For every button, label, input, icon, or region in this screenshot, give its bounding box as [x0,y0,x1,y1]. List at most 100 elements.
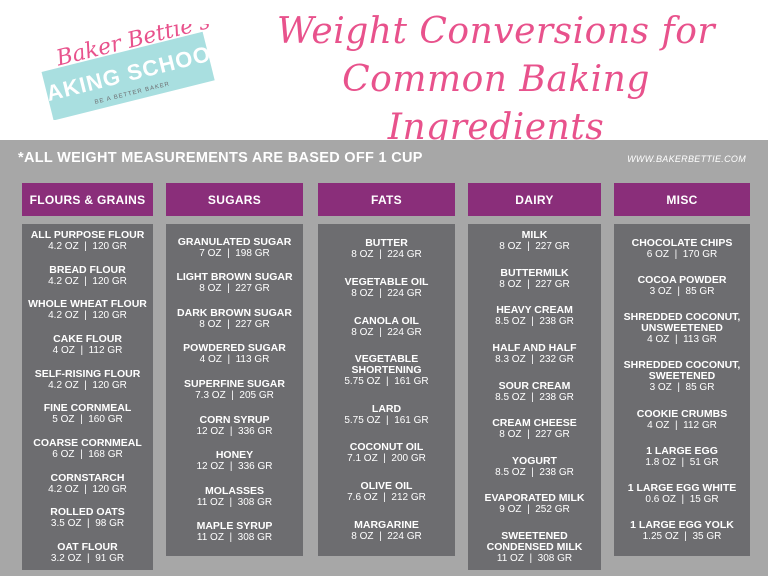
ingredient-item: MILK 8 OZ | 227 GR [472,229,597,253]
ingredient-name: BREAD FLOUR [49,263,126,276]
ingredient-measure: 12 OZ | 336 GR [196,461,273,473]
ingredient-name: DARK BROWN SUGAR [177,306,292,319]
column-header-misc: MISC [614,183,750,216]
ingredient-name: COCOA POWDER [637,273,727,286]
ingredient-measure: 4.2 OZ | 120 GR [48,241,127,252]
ingredient-item: SELF-RISING FLOUR 4.2 OZ | 120 GR [26,367,149,391]
ingredient-item: LARD 5.75 OZ | 161 GR [322,402,451,426]
ingredient-item: FINE CORNMEAL 5 OZ | 160 GR [26,402,149,426]
ingredient-item: OAT FLOUR 3.2 OZ | 91 GR [26,541,149,564]
ingredient-item: CREAM CHEESE 8 OZ | 227 GR [472,418,597,441]
ingredient-name: COCONUT OIL [349,441,424,454]
header: Baker Bettie's BAKING SCHOOL BE A BETTER… [0,0,768,148]
ingredient-name: SHREDDED COCONUT, UNSWEETENED [623,311,741,335]
ingredient-measure: 8 OZ | 227 GR [499,241,570,252]
ingredient-item: GRANULATED SUGAR 7 OZ | 198 GR [170,235,299,259]
ingredient-measure: 8 OZ | 224 GR [351,287,422,299]
column-header-fats: FATS [318,183,455,216]
ingredient-measure: 5 OZ | 160 GR [52,414,123,426]
ingredient-name: VEGETABLE OIL [344,275,429,288]
ingredient-measure: 4.2 OZ | 120 GR [48,275,127,287]
ingredient-item: DARK BROWN SUGAR 8 OZ | 227 GR [170,306,299,330]
conversion-panel: *ALL WEIGHT MEASUREMENTS ARE BASED OFF 1… [0,140,768,576]
ingredient-item: MARGARINE 8 OZ | 224 GR [322,519,451,542]
ingredient-name: COARSE CORNMEAL [33,436,142,449]
ingredient-measure: 3.2 OZ | 91 GR [50,552,125,564]
ingredient-name: OLIVE OIL [360,480,413,493]
ingredient-measure: 5.75 OZ | 161 GR [344,414,429,426]
ingredient-item: CORNSTARCH 4.2 OZ | 120 GR [26,472,149,495]
ingredient-name: MILK [521,229,548,241]
column-misc: CHOCOLATE CHIPS 6 OZ | 170 GR COCOA POWDE… [614,224,750,556]
ingredient-name: ROLLED OATS [50,506,125,519]
measurement-note: *ALL WEIGHT MEASUREMENTS ARE BASED OFF 1… [18,150,423,166]
ingredient-measure: 8 OZ | 227 GR [499,429,570,441]
ingredient-item: CAKE FLOUR 4 OZ | 112 GR [26,333,149,356]
column-header-dairy: DAIRY [468,183,601,216]
ingredient-item: COOKIE CRUMBS 4 OZ | 112 GR [618,408,746,431]
ingredient-measure: 3 OZ | 85 GR [649,285,715,297]
ingredient-item: 1 LARGE EGG 1.8 OZ | 51 GR [618,444,746,468]
ingredient-measure: 7.6 OZ | 212 GR [347,492,426,504]
ingredient-name: 1 LARGE EGG YOLK [630,519,734,532]
ingredient-item: VEGETABLE OIL 8 OZ | 224 GR [322,275,451,299]
page-title-line1: Weight Conversions for [276,11,716,52]
ingredient-measure: 0.6 OZ | 15 GR [645,494,719,506]
ingredient-item: 1 LARGE EGG WHITE 0.6 OZ | 15 GR [618,482,746,506]
ingredient-name: LARD [371,402,402,415]
ingredient-name: BUTTER [365,237,408,250]
ingredient-measure: 4.2 OZ | 120 GR [48,379,127,391]
column-flours-grains: ALL PURPOSE FLOUR 4.2 OZ | 120 GR BREAD F… [22,224,153,570]
website-url: WWW.BAKERBETTIE.COM [627,154,746,164]
ingredient-item: CANOLA OIL 8 OZ | 224 GR [322,314,451,338]
ingredient-measure: 7 OZ | 198 GR [199,247,270,259]
ingredient-name: CANOLA OIL [354,314,419,327]
ingredient-name: SWEETENED CONDENSED MILK [486,530,583,553]
ingredient-item: COCONUT OIL 7.1 OZ | 200 GR [322,441,451,465]
ingredient-item: OLIVE OIL 7.6 OZ | 212 GR [322,480,451,504]
ingredient-item: SWEETENED CONDENSED MILK 11 OZ | 308 GR [472,530,597,565]
ingredient-measure: 11 OZ | 308 GR [196,496,273,508]
ingredient-measure: 4 OZ | 112 GR [647,419,717,431]
ingredient-name: GRANULATED SUGAR [177,235,292,248]
ingredient-name: 1 LARGE EGG WHITE [627,482,737,495]
ingredient-measure: 11 OZ | 308 GR [196,532,273,544]
ingredient-item: CHOCOLATE CHIPS 6 OZ | 170 GR [618,236,746,260]
ingredient-item: SOUR CREAM 8.5 OZ | 238 GR [472,379,597,403]
ingredient-name: MOLASSES [205,484,264,497]
ingredient-name: HONEY [215,449,254,462]
ingredient-name: POWDERED SUGAR [183,342,286,355]
ingredient-item: ROLLED OATS 3.5 OZ | 98 GR [26,506,149,530]
ingredient-item: WHOLE WHEAT FLOUR 4.2 OZ | 120 GR [26,298,149,322]
ingredient-measure: 5.75 OZ | 161 GR [344,376,429,388]
ingredient-item: HALF AND HALF 8.3 OZ | 232 GR [472,341,597,365]
ingredient-measure: 3.5 OZ | 98 GR [50,518,125,530]
ingredient-name: FINE CORNMEAL [43,402,132,415]
baker-bettie-baking-school-logo: Baker Bettie's BAKING SCHOOL BE A BETTER… [27,24,222,120]
ingredient-measure: 8 OZ | 224 GR [351,530,422,542]
ingredient-measure: 7.1 OZ | 200 GR [347,453,426,465]
ingredient-name: WHOLE WHEAT FLOUR [28,298,147,311]
ingredient-item: LIGHT BROWN SUGAR 8 OZ | 227 GR [170,272,299,295]
ingredient-item: MOLASSES 11 OZ | 308 GR [170,484,299,508]
ingredient-name: SOUR CREAM [498,379,571,392]
ingredient-item: VEGETABLE SHORTENING 5.75 OZ | 161 GR [322,354,451,388]
ingredient-measure: 3 OZ | 85 GR [649,382,715,394]
page-title-line2: Common Baking Ingredients [342,59,650,148]
ingredient-name: SELF-RISING FLOUR [34,367,141,380]
ingredient-item: POWDERED SUGAR 4 OZ | 113 GR [170,342,299,366]
ingredient-item: CORN SYRUP 12 OZ | 336 GR [170,414,299,437]
ingredient-name: BUTTERMILK [500,266,569,279]
ingredient-name: SHREDDED COCONUT, SWEETENED [623,359,741,383]
ingredient-name: 1 LARGE EGG [646,444,718,457]
ingredient-item: SHREDDED COCONUT, UNSWEETENED 4 OZ | 113 … [618,311,746,346]
ingredient-name: HALF AND HALF [492,341,577,354]
ingredient-name: CHOCOLATE CHIPS [631,236,733,249]
ingredient-measure: 4 OZ | 113 GR [647,334,717,346]
page-title: Weight Conversions for Common Baking Ing… [236,8,756,152]
ingredient-measure: 8 OZ | 227 GR [499,278,570,290]
ingredient-measure: 8.5 OZ | 238 GR [495,316,574,328]
ingredient-item: EVAPORATED MILK 9 OZ | 252 GR [472,493,597,516]
ingredient-item: COARSE CORNMEAL 6 OZ | 168 GR [26,436,149,460]
ingredient-name: MAPLE SYRUP [196,520,273,533]
